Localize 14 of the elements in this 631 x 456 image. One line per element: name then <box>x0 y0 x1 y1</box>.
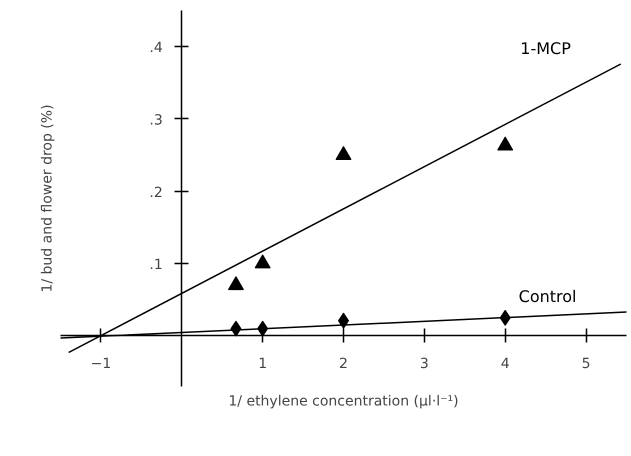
x-tick-label: 4 <box>500 356 510 372</box>
x-tick-label: −1 <box>90 356 112 372</box>
series-label: Control <box>518 287 577 306</box>
series-label: 1-MCP <box>520 39 572 58</box>
x-tick-label: 3 <box>420 356 429 372</box>
y-tick-label: .1 <box>149 257 163 274</box>
y-tick-label: .2 <box>149 184 163 201</box>
y-tick-label: .4 <box>149 40 163 56</box>
y-tick-label: .3 <box>149 112 163 128</box>
x-tick-label: 5 <box>582 356 591 372</box>
x-axis-title: 1/ ethylene concentration (µl·l⁻¹) <box>228 394 459 410</box>
y-axis-title: 1/ bud and flower drop (%) <box>40 104 56 293</box>
x-tick-label: 2 <box>339 356 348 372</box>
x-tick-label: 1 <box>258 356 268 372</box>
